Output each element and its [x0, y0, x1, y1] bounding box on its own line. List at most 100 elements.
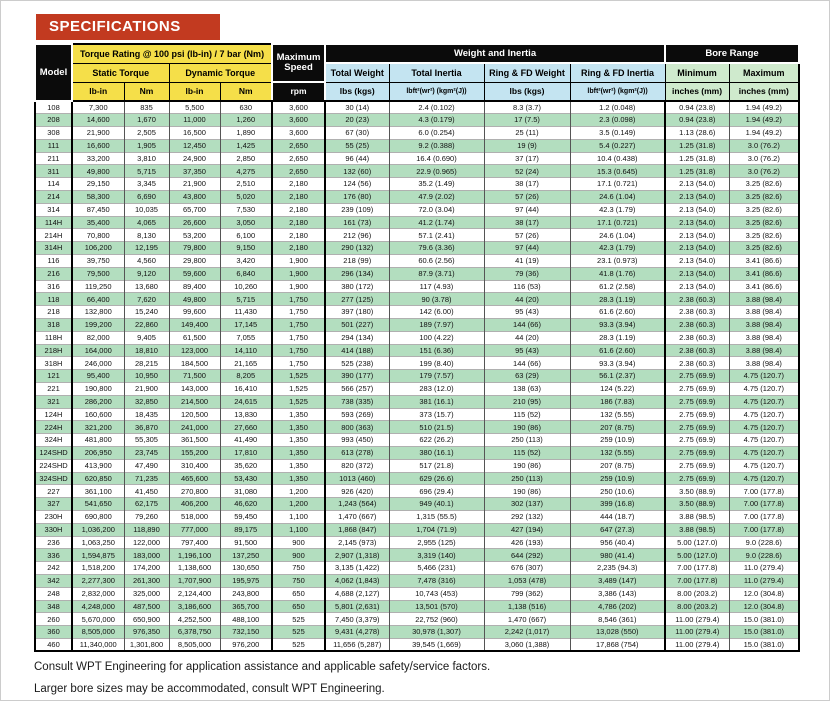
- footer-notes: Consult WPT Engineering for application …: [34, 661, 490, 700]
- model-cell: 114: [35, 177, 73, 191]
- header-ring-fd-weight: Ring & FD Weight: [483, 62, 571, 83]
- model-cell: 116: [35, 254, 73, 268]
- table-cell: 61.2 (2.58): [570, 279, 667, 293]
- table-row: 114H 35,400 4,065 26,600 3,050 2,180 161 (73) 4…: [35, 215, 800, 229]
- table-cell: 8,505,000: [169, 637, 221, 652]
- table-cell: 259 (10.9): [570, 433, 667, 447]
- table-cell: 12.0 (304.8): [729, 586, 800, 601]
- table-cell: 44 (20): [484, 330, 571, 345]
- table-row: 324H 481,800 55,305 361,500 41,490 1,350 993 (…: [35, 433, 800, 447]
- table-cell: 12,195: [124, 241, 170, 255]
- table-cell: 1,525: [272, 369, 326, 383]
- table-row: 316 119,250 13,680 89,400 10,260 1,900 380 (17…: [35, 279, 800, 293]
- table-cell: 1,518,200: [72, 561, 125, 575]
- table-cell: 2.3 (0.098): [570, 113, 667, 127]
- table-cell: 2,235 (94.3): [570, 561, 667, 575]
- table-cell: 122,000: [124, 535, 170, 549]
- table-cell: 15.0 (381.0): [729, 637, 800, 652]
- header-weight-group: Weight and Inertia: [323, 43, 667, 64]
- table-cell: 949 (40.1): [389, 497, 485, 511]
- table-cell: 46,620: [220, 497, 273, 511]
- table-cell: 4,786 (202): [570, 599, 667, 613]
- model-cell: 321: [35, 394, 73, 409]
- table-cell: 2,180: [272, 228, 326, 242]
- table-cell: 2,145 (973): [325, 535, 390, 549]
- table-cell: 65,700: [169, 202, 221, 217]
- table-cell: 3.25 (82.6): [729, 228, 800, 242]
- table-row: 124SHD 206,950 23,745 155,200 17,810 1,350 613…: [35, 446, 800, 460]
- table-cell: 7.00 (177.8): [729, 522, 800, 537]
- table-cell: 5,715: [220, 292, 273, 306]
- table-cell: 647 (27.3): [570, 522, 667, 537]
- table-cell: 1,525: [272, 394, 326, 409]
- table-cell: 1,670: [124, 113, 170, 127]
- table-cell: 21,900: [169, 177, 221, 191]
- table-cell: 38 (17): [484, 177, 571, 191]
- table-cell: 2,510: [220, 177, 273, 191]
- table-cell: 2,650: [272, 164, 326, 178]
- table-row: 236 1,063,250 122,000 797,400 91,500 900 2,145…: [35, 535, 800, 549]
- table-cell: 488,100: [220, 612, 273, 626]
- table-cell: 41.2 (1.74): [389, 215, 485, 229]
- table-row: 318H 246,000 28,215 184,500 21,165 1,750 525 (…: [35, 356, 800, 370]
- table-cell: 66,400: [72, 292, 125, 306]
- table-cell: 6,840: [220, 266, 273, 281]
- table-cell: 1.2 (0.048): [570, 100, 667, 114]
- table-cell: 310,400: [169, 458, 221, 473]
- table-row: 208 14,600 1,670 11,000 1,260 3,600 20 (23) 4.3…: [35, 113, 800, 127]
- table-cell: 259 (10.9): [570, 471, 667, 485]
- table-cell: 10,035: [124, 202, 170, 217]
- table-cell: 900: [272, 535, 326, 549]
- table-cell: 27,660: [220, 420, 273, 434]
- table-cell: 650: [272, 586, 326, 601]
- table-cell: 53,200: [169, 228, 221, 242]
- table-cell: 132 (5.55): [570, 407, 667, 421]
- table-cell: 1,750: [272, 292, 326, 306]
- table-cell: 3.88 (98.5): [665, 510, 730, 524]
- table-cell: 95,400: [72, 369, 125, 383]
- table-cell: 119,250: [72, 279, 125, 293]
- table-cell: 36,870: [124, 420, 170, 434]
- table-cell: 13,680: [124, 279, 170, 293]
- table-cell: 2.75 (69.9): [665, 382, 730, 396]
- table-cell: 70,800: [72, 228, 125, 242]
- table-cell: 4.75 (120.7): [729, 420, 800, 434]
- table-cell: 1,100: [272, 522, 326, 537]
- model-cell: 316: [35, 279, 73, 293]
- table-cell: 380 (172): [325, 279, 390, 293]
- table-cell: 11.00 (279.4): [665, 612, 730, 626]
- table-cell: 622 (26.2): [389, 433, 485, 447]
- table-row: 218 132,800 15,240 99,600 11,430 1,750 397 (18…: [35, 305, 800, 319]
- table-row: 311 49,800 5,715 37,350 4,275 2,650 132 (60) 22…: [35, 164, 800, 178]
- table-cell: 13,028 (550): [570, 625, 667, 639]
- table-row: 121 95,400 10,950 71,500 8,205 1,525 390 (177)…: [35, 369, 800, 383]
- table-cell: 6,100: [220, 228, 273, 242]
- table-row: 460 11,340,000 1,301,800 8,505,000 976,200 52…: [35, 637, 800, 652]
- table-cell: 246,000: [72, 356, 125, 370]
- unit-total-weight: lbs (kgs): [324, 81, 390, 102]
- table-cell: 138 (63): [484, 382, 571, 396]
- unit-static-lbin: lb-in: [71, 81, 125, 102]
- table-cell: 397 (180): [325, 305, 390, 319]
- table-row: 108 7,300 835 5,500 630 3,600 30 (14) 2.4 (0.10…: [35, 100, 800, 114]
- header-total-inertia: Total Inertia: [388, 62, 485, 83]
- model-cell: 230H: [35, 510, 73, 524]
- unit-rpm: rpm: [271, 81, 326, 102]
- table-cell: 2,180: [272, 202, 326, 217]
- table-cell: 3.25 (82.6): [729, 190, 800, 204]
- table-cell: 399 (16.8): [570, 497, 667, 511]
- table-cell: 286,200: [72, 394, 125, 409]
- table-cell: 1,200: [272, 484, 326, 498]
- table-cell: 8,205: [220, 369, 273, 383]
- table-cell: 132,800: [72, 305, 125, 319]
- table-cell: 283 (12.0): [389, 382, 485, 396]
- table-cell: 1,100: [272, 510, 326, 524]
- table-cell: 1.94 (49.2): [729, 126, 800, 140]
- table-cell: 71,235: [124, 471, 170, 485]
- table-body: 108 7,300 835 5,500 630 3,600 30 (14) 2.4 (0.10…: [35, 100, 800, 652]
- table-cell: 10,950: [124, 369, 170, 383]
- table-cell: 49,800: [169, 292, 221, 306]
- table-cell: 12,450: [169, 138, 221, 153]
- table-row: 324SHD 620,850 71,235 465,600 53,430 1,350 101…: [35, 471, 800, 485]
- table-cell: 3.50 (88.9): [665, 497, 730, 511]
